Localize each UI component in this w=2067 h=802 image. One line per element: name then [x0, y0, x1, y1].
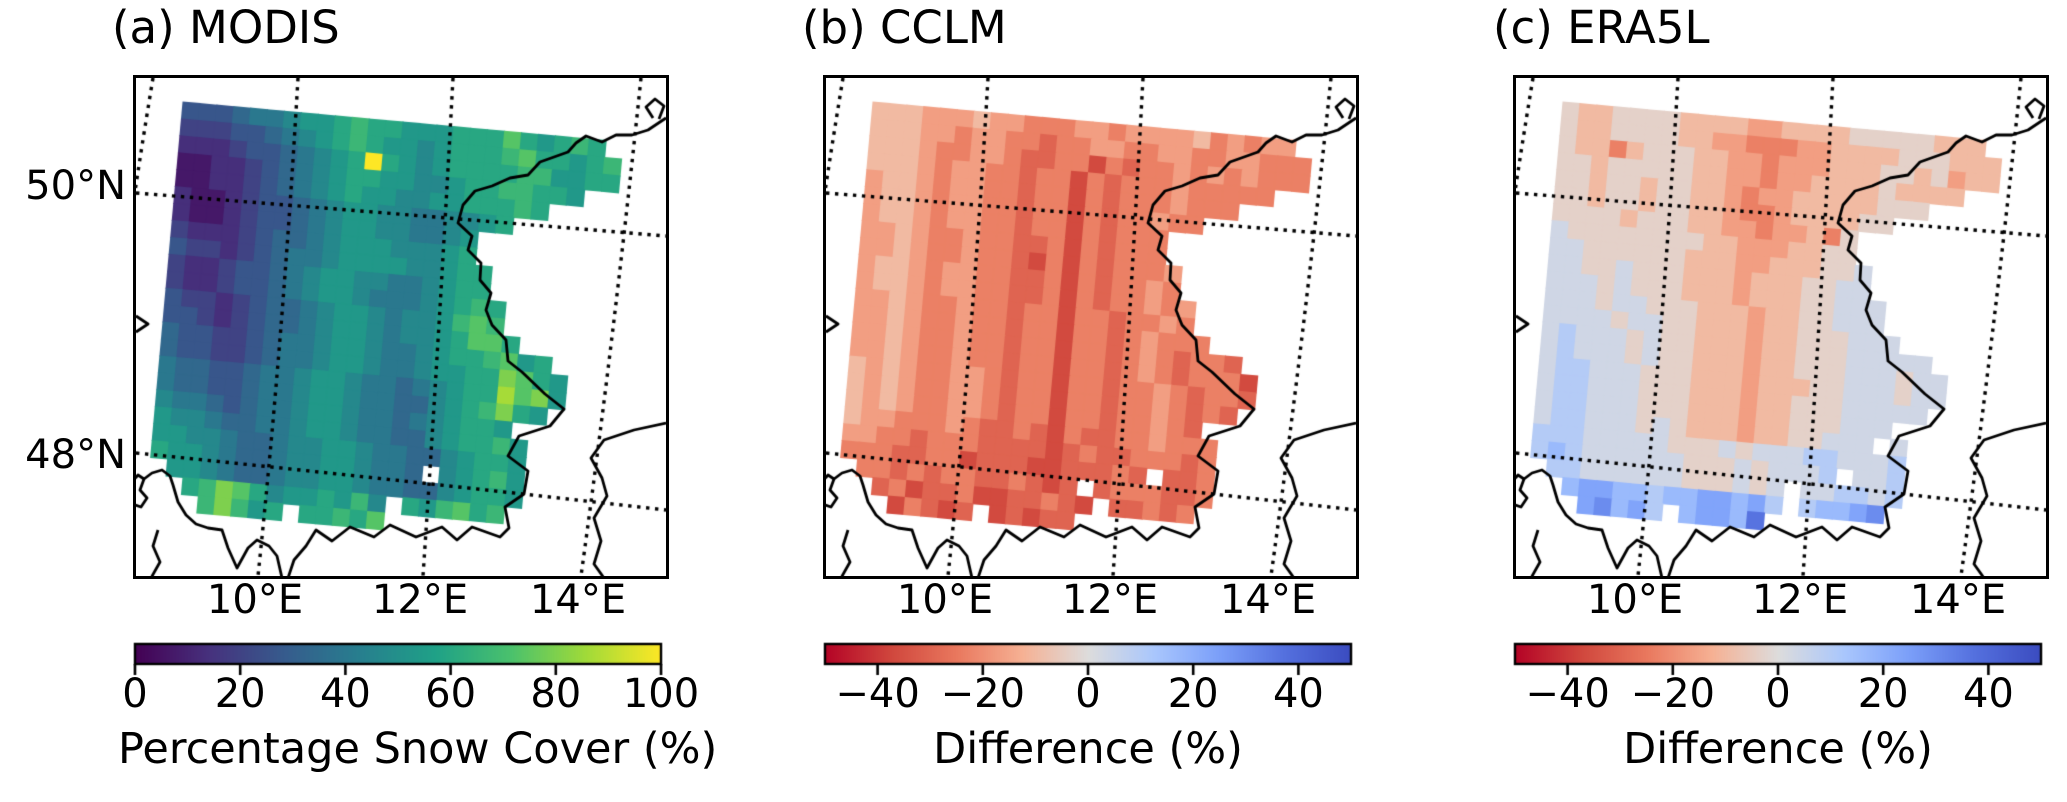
y-tick-label: 50°N — [25, 163, 126, 209]
panel-b-colorbar — [823, 642, 1353, 680]
x-tick-label: 12°E — [1751, 577, 1849, 623]
x-tick-label: 10°E — [1586, 577, 1684, 623]
colorbar-tick-label: 60 — [425, 671, 477, 717]
panel-a-map-canvas — [136, 78, 666, 576]
panel-c-map-axes — [1513, 75, 2049, 579]
colorbar-tick-label: 20 — [214, 671, 266, 717]
panel-a-colorbar — [133, 642, 663, 680]
x-tick-label: 14°E — [1909, 577, 2007, 623]
colorbar-tick-label: 0 — [1075, 671, 1101, 717]
x-tick-label: 12°E — [371, 577, 469, 623]
colorbar-tick-label: 80 — [530, 671, 582, 717]
x-tick-label: 14°E — [1219, 577, 1317, 623]
colorbar-tick-label: 40 — [319, 671, 371, 717]
x-tick-label: 14°E — [529, 577, 627, 623]
colorbar-tick-label: 0 — [122, 671, 148, 717]
colorbar-tick-label: 40 — [1962, 671, 2014, 717]
x-tick-label: 10°E — [206, 577, 304, 623]
y-tick-label: 48°N — [25, 432, 126, 478]
panel-c-colorbar-label: Difference (%) — [1623, 724, 1933, 774]
colorbar-tick-label: −40 — [1525, 671, 1610, 717]
x-tick-label: 10°E — [896, 577, 994, 623]
colorbar-tick-label: 100 — [622, 671, 700, 717]
panel-c-colorbar-canvas — [1513, 642, 2043, 680]
panel-c-map-canvas — [1516, 78, 2046, 576]
panel-b-map-canvas — [826, 78, 1356, 576]
panel-a-colorbar-label: Percentage Snow Cover (%) — [118, 724, 718, 774]
panel-a-title: (a) MODIS — [112, 1, 340, 54]
panel-b-map-axes — [823, 75, 1359, 579]
colorbar-tick-label: 40 — [1272, 671, 1324, 717]
colorbar-tick-label: 0 — [1765, 671, 1791, 717]
panel-b-title: (b) CCLM — [802, 1, 1007, 54]
colorbar-tick-label: 20 — [1167, 671, 1219, 717]
panel-c-colorbar — [1513, 642, 2043, 680]
panel-b-colorbar-label: Difference (%) — [933, 724, 1243, 774]
panel-c-title: (c) ERA5L — [1493, 1, 1710, 54]
x-tick-label: 12°E — [1061, 577, 1159, 623]
colorbar-tick-label: 20 — [1857, 671, 1909, 717]
panel-a-map-axes — [133, 75, 669, 579]
colorbar-tick-label: −20 — [940, 671, 1026, 717]
colorbar-tick-label: −20 — [1630, 671, 1716, 717]
panel-b-colorbar-canvas — [823, 642, 1353, 680]
panel-a-colorbar-canvas — [133, 642, 663, 680]
colorbar-tick-label: −40 — [835, 671, 920, 717]
